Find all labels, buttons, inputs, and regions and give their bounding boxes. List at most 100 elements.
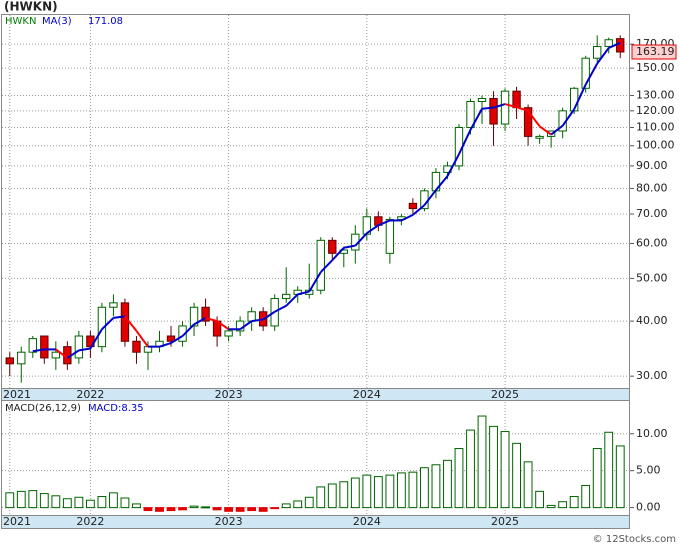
- candle-body: [604, 39, 613, 47]
- macd-bar: [74, 496, 84, 509]
- ma-line: [239, 320, 253, 331]
- ma-line: [423, 189, 437, 206]
- ma-line: [101, 317, 115, 330]
- macd-bar: [293, 500, 303, 509]
- candle-body: [189, 306, 199, 327]
- ma-line: [493, 103, 506, 109]
- candle-body: [477, 97, 487, 103]
- macd-bar: [408, 471, 418, 509]
- y-tick-label: 50.00: [636, 271, 668, 284]
- ma-line: [170, 335, 184, 344]
- last-price-label: 163.19: [636, 45, 675, 58]
- macd-bar: [51, 495, 61, 509]
- candle-body: [201, 306, 210, 322]
- y-tick-label: 60.00: [636, 236, 668, 249]
- candle-body: [166, 335, 176, 342]
- macd-bar: [178, 507, 187, 511]
- x-tick-label: 2024: [353, 388, 381, 401]
- ma-line: [251, 318, 264, 323]
- macd-bar: [201, 506, 210, 509]
- macd-bar: [304, 496, 314, 509]
- y-tick-label: 0.00: [636, 501, 661, 514]
- macd-bar: [592, 448, 602, 509]
- price-panel: [1, 14, 630, 389]
- x-tick-label: 2024: [353, 515, 381, 528]
- candle-body: [466, 101, 475, 128]
- x-tick-label: 2021: [3, 515, 31, 528]
- ma-line: [539, 125, 552, 136]
- macd-bar: [420, 467, 429, 509]
- macd-bar: [281, 503, 291, 509]
- macd-bar: [604, 431, 614, 509]
- ma-line: [412, 204, 426, 216]
- macd-value: MACD:8.35: [88, 403, 144, 414]
- macd-bar: [512, 442, 521, 509]
- ma-line: [285, 293, 299, 307]
- ma-line: [32, 348, 45, 353]
- y-tick-label: 70.00: [636, 207, 668, 220]
- macd-bar: [523, 461, 533, 509]
- macd-bar: [350, 477, 360, 509]
- ma-line: [584, 63, 599, 86]
- ma-line: [113, 315, 126, 319]
- y-tick-label: 110.00: [636, 120, 675, 133]
- candle-body: [489, 97, 498, 125]
- x-tick-label: 2022: [76, 515, 104, 528]
- macd-bar: [16, 490, 26, 509]
- macd-bar: [477, 415, 487, 509]
- ma-line: [320, 259, 333, 273]
- macd-bar: [109, 492, 118, 509]
- y-tick-label: 40.00: [636, 314, 668, 327]
- macd-bar: [362, 474, 372, 509]
- macd-bar: [212, 507, 222, 511]
- macd-bar: [569, 496, 579, 509]
- macd-bar: [224, 507, 234, 512]
- macd-bar: [615, 445, 625, 509]
- x-tick-label: 2025: [491, 515, 519, 528]
- x-tick-label: 2023: [215, 515, 243, 528]
- ma-line: [573, 84, 587, 110]
- y-tick-label: 30.00: [636, 369, 668, 382]
- ma-line: [135, 330, 149, 348]
- ma-line: [446, 153, 460, 177]
- y-tick-label: 10.00: [636, 427, 668, 440]
- macd-bar: [327, 483, 337, 509]
- candle-body: [17, 351, 26, 365]
- ma-line: [377, 219, 391, 227]
- ma-line: [66, 349, 80, 359]
- x-axis-strip: [1, 515, 630, 529]
- y-tick-label: 120.00: [636, 104, 675, 117]
- macd-bar: [454, 448, 464, 509]
- macd-bar: [500, 431, 510, 509]
- legend-ma-value: 171.08: [88, 16, 123, 27]
- ma-line: [124, 315, 138, 332]
- candle-body: [316, 239, 325, 291]
- macd-bar: [396, 472, 406, 509]
- ma-line: [550, 124, 564, 136]
- macd-bar: [489, 425, 498, 509]
- macd-bar: [385, 474, 395, 509]
- candle-body: [282, 293, 291, 300]
- ma-line: [78, 347, 91, 352]
- legend-ma: MA(3): [42, 16, 72, 27]
- x-tick-label: 2023: [215, 388, 243, 401]
- ma-line: [504, 103, 517, 109]
- candle-body: [512, 90, 521, 109]
- macd-bar: [85, 499, 95, 509]
- macd-bar: [166, 507, 176, 512]
- candle-body: [581, 57, 590, 89]
- ma-line: [458, 129, 472, 155]
- y-tick-label: 80.00: [636, 181, 668, 194]
- ma-line: [527, 110, 541, 127]
- ma-line: [262, 310, 276, 321]
- macd-bar: [143, 507, 153, 512]
- candle-body: [247, 311, 256, 322]
- macd-bar: [132, 503, 141, 509]
- candle-body: [40, 335, 49, 359]
- macd-bar: [258, 507, 268, 512]
- candle-body: [408, 202, 418, 210]
- macd-bar: [155, 507, 164, 512]
- watermark: © 12Stocks.com: [593, 534, 676, 545]
- macd-bar: [28, 490, 38, 509]
- y-tick-label: 5.00: [636, 464, 661, 477]
